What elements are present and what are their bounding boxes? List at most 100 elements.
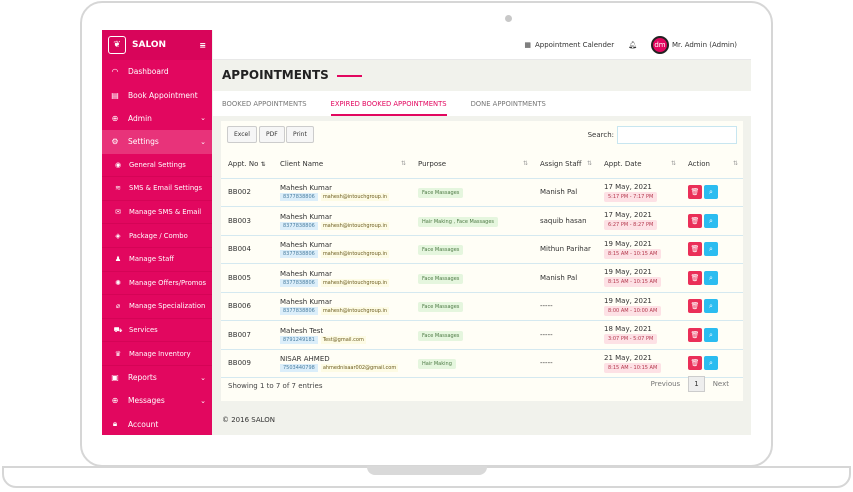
appt-time: 8:15 AM - 10:15 AM bbox=[604, 362, 662, 373]
view-button[interactable]: ⌕ bbox=[704, 356, 718, 371]
delete-button[interactable]: 🗑︎ bbox=[688, 270, 702, 285]
menu-icon: 🔒︎ bbox=[112, 419, 118, 429]
chevron-down-icon: ⌄ bbox=[200, 137, 206, 146]
view-button[interactable]: ⌕ bbox=[704, 185, 718, 200]
sidebar-item-dashboard[interactable]: ◠ Dashboard bbox=[102, 60, 212, 83]
submenu-icon: ◉ bbox=[114, 160, 122, 169]
tab-booked[interactable]: BOOKED APPOINTMENTS bbox=[222, 99, 307, 108]
calendar-icon: ▦ bbox=[524, 40, 531, 49]
col-appt-date[interactable]: Appt. Date ⇅ bbox=[597, 150, 681, 179]
table-row: BB004 Mahesh Kumar 8377838806 mahesh@intou… bbox=[221, 235, 743, 264]
tab-expired[interactable]: EXPIRED BOOKED APPOINTMENTS bbox=[330, 92, 447, 116]
previous-button[interactable]: Previous bbox=[650, 380, 681, 388]
client-email: mahesh@intouchgroup.in bbox=[320, 193, 390, 202]
col-client-name[interactable]: Client Name ⇅ bbox=[273, 150, 411, 179]
delete-button[interactable]: 🗑︎ bbox=[688, 185, 702, 200]
client-name: Mahesh Test bbox=[280, 326, 324, 335]
sidebar-subitem[interactable]: ♟ Manage Staff bbox=[102, 248, 212, 272]
appt-no: BB005 bbox=[221, 263, 273, 293]
client-email: mahesh@intouchgroup.in bbox=[320, 278, 390, 287]
client-name: Mahesh Kumar bbox=[280, 212, 333, 221]
pdf-button[interactable]: PDF bbox=[259, 126, 285, 143]
laptop-notch bbox=[367, 466, 487, 475]
search-input[interactable] bbox=[617, 126, 737, 144]
next-button[interactable]: Next bbox=[712, 380, 729, 388]
table-row: BB006 Mahesh Kumar 8377838806 mahesh@intou… bbox=[221, 292, 743, 321]
camera-icon bbox=[505, 15, 512, 22]
client-name: Mahesh Kumar bbox=[280, 269, 333, 278]
view-button[interactable]: ⌕ bbox=[704, 299, 718, 314]
search: Search: bbox=[588, 126, 737, 144]
col-appt-no[interactable]: Appt. No ⇅ bbox=[221, 150, 273, 179]
sidebar-item-messages[interactable]: ⊕ Messages ⌄ bbox=[102, 389, 212, 412]
excel-button[interactable]: Excel bbox=[227, 126, 257, 143]
view-button[interactable]: ⌕ bbox=[704, 242, 718, 257]
copyright: © 2016 SALON bbox=[222, 416, 276, 424]
sidebar-subitem[interactable]: ⛟ Services bbox=[102, 319, 212, 343]
brand[interactable]: ❦ SALON ≡ bbox=[102, 30, 212, 60]
view-button[interactable]: ⌕ bbox=[704, 327, 718, 342]
assign-staff: ----- bbox=[533, 292, 597, 321]
avatar[interactable]: dm bbox=[650, 35, 669, 54]
client-name: Mahesh Kumar bbox=[280, 298, 333, 307]
appt-no: BB006 bbox=[221, 292, 273, 321]
sidebar-subitem[interactable]: ✉ Manage SMS & Email bbox=[102, 201, 212, 225]
appt-time: 8:00 AM - 10:00 AM bbox=[604, 305, 662, 316]
table-info: Showing 1 to 7 of 7 entries bbox=[228, 382, 323, 390]
assign-staff: Manish Pal bbox=[533, 178, 597, 207]
appt-time: 8:15 AM - 10:15 AM bbox=[604, 277, 662, 288]
sidebar-item-settings[interactable]: ⚙ Settings ⌄ bbox=[102, 130, 212, 154]
appointment-calendar-link[interactable]: Appointment Calender bbox=[534, 40, 615, 49]
delete-button[interactable]: 🗑︎ bbox=[688, 327, 702, 342]
appt-date: 19 May, 2021 bbox=[604, 268, 652, 277]
col-purpose[interactable]: Purpose ⇅ bbox=[411, 150, 533, 179]
view-button[interactable]: ⌕ bbox=[704, 270, 718, 285]
leaf-logo-icon: ❦ bbox=[108, 36, 126, 54]
delete-button[interactable]: 🗑︎ bbox=[688, 356, 702, 371]
client-phone: 8377838806 bbox=[280, 307, 318, 316]
appt-no: BB004 bbox=[221, 235, 273, 264]
menu-toggle-icon[interactable]: ≡ bbox=[199, 40, 206, 50]
view-button[interactable]: ⌕ bbox=[704, 213, 718, 228]
delete-button[interactable]: 🗑︎ bbox=[688, 299, 702, 314]
client-name: Mahesh Kumar bbox=[280, 241, 333, 250]
tabs: BOOKED APPOINTMENTS EXPIRED BOOKED APPOI… bbox=[213, 91, 751, 116]
page-title: APPOINTMENTS bbox=[222, 68, 362, 82]
sidebar-subitem[interactable]: ♛ Manage Inventory bbox=[102, 342, 212, 366]
menu-icon: ⊕ bbox=[111, 396, 119, 406]
appt-time: 6:27 PM - 8:27 PM bbox=[604, 220, 658, 231]
print-button[interactable]: Print bbox=[286, 126, 314, 143]
assign-staff: ----- bbox=[533, 320, 597, 350]
client-phone: 8377838806 bbox=[280, 221, 318, 230]
sidebar-subitem[interactable]: ◈ Package / Combo bbox=[102, 224, 212, 248]
sidebar-subitem[interactable]: ⌀ Manage Specialization bbox=[102, 295, 212, 319]
sidebar-subitem[interactable]: ◉ General Settings bbox=[102, 154, 212, 178]
sidebar-item-book-appointment[interactable]: ▤ Book Appointment bbox=[102, 83, 212, 106]
delete-button[interactable]: 🗑︎ bbox=[688, 242, 702, 257]
delete-button[interactable]: 🗑︎ bbox=[688, 213, 702, 228]
appt-time: 3:07 PM - 5:07 PM bbox=[604, 334, 658, 345]
appointments-card: Excel PDF Print Search: Appt. No ⇅ Clien… bbox=[221, 121, 743, 401]
appt-date: 18 May, 2021 bbox=[604, 325, 652, 334]
col-action[interactable]: Action ⇅ bbox=[681, 150, 743, 179]
sidebar-item-admin[interactable]: ⊕ Admin ⌄ bbox=[102, 107, 212, 130]
purpose-badge: Face Massages bbox=[418, 330, 464, 341]
sidebar-subitem[interactable]: ≋ SMS & Email Settings bbox=[102, 177, 212, 201]
table-row: BB003 Mahesh Kumar 8377838806 mahesh@intou… bbox=[221, 206, 743, 236]
appt-date: 19 May, 2021 bbox=[604, 239, 652, 248]
purpose-badge: Face Massages bbox=[418, 302, 464, 313]
appt-date: 21 May, 2021 bbox=[604, 353, 652, 362]
col-assign-staff[interactable]: Assign Staff ⇅ bbox=[533, 150, 597, 179]
sidebar-subitem[interactable]: ✺ Manage Offers/Promos bbox=[102, 272, 212, 296]
appt-no: BB007 bbox=[221, 320, 273, 350]
appt-time: 8:15 AM - 10:15 AM bbox=[604, 248, 662, 259]
bell-icon[interactable]: 🔔︎ bbox=[628, 40, 637, 49]
user-name[interactable]: Mr. Admin (Admin) bbox=[671, 40, 737, 49]
sidebar: ❦ SALON ≡ ◠ Dashboard ▤ Book Appointment ⊕ Admi… bbox=[102, 30, 212, 435]
sidebar-item-reports[interactable]: ▣ Reports ⌄ bbox=[102, 366, 212, 389]
page-1-button[interactable]: 1 bbox=[688, 376, 705, 392]
appt-date: 17 May, 2021 bbox=[604, 182, 652, 191]
tab-done[interactable]: DONE APPOINTMENTS bbox=[470, 99, 546, 108]
sidebar-item-account[interactable]: 🔒︎ Account bbox=[102, 413, 212, 435]
purpose-badge: Hair Making bbox=[418, 359, 456, 370]
